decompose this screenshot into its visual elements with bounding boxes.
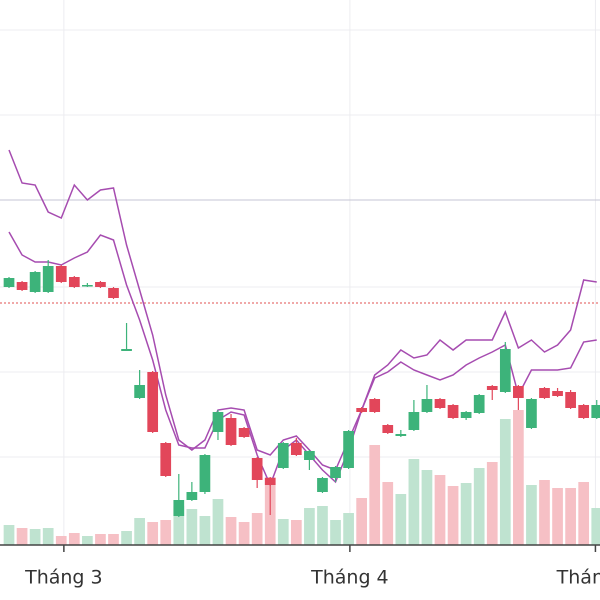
- candle-body: [552, 391, 563, 396]
- volume-bar: [68, 533, 80, 545]
- candle-body: [121, 349, 132, 351]
- candle-body: [447, 405, 459, 418]
- candle-body: [408, 412, 420, 430]
- candle-body: [212, 412, 224, 432]
- volume-bar: [277, 519, 289, 545]
- candle-body: [539, 388, 550, 398]
- candle-body: [160, 443, 172, 476]
- candle-body: [251, 458, 263, 480]
- volume-bar: [147, 522, 159, 545]
- volume-bar: [382, 482, 394, 545]
- volume-bar: [95, 534, 106, 545]
- candle-body: [95, 282, 106, 287]
- candle-body: [421, 399, 433, 412]
- volume-bar: [251, 513, 263, 545]
- volume-bar: [225, 517, 237, 545]
- volume-bar: [82, 536, 93, 545]
- candle-body: [147, 372, 159, 432]
- volume-bar: [552, 488, 563, 545]
- volume-bar: [238, 522, 250, 545]
- volume-bar: [343, 513, 354, 545]
- candle-body: [264, 478, 276, 485]
- candle-body: [356, 408, 368, 412]
- volume-bar: [330, 520, 341, 545]
- volume-bar: [29, 529, 41, 545]
- candle-body: [42, 266, 54, 292]
- candle-body: [330, 467, 341, 478]
- candle-body: [526, 399, 537, 428]
- candle-body: [3, 278, 15, 287]
- volume-bar: [42, 528, 54, 545]
- volume-bar: [486, 462, 498, 545]
- volume-bar: [199, 516, 211, 545]
- volume-bar: [108, 534, 119, 545]
- volume-bar: [121, 531, 132, 545]
- volume-bar: [212, 499, 224, 545]
- candle-body: [186, 492, 198, 500]
- candle-body: [134, 385, 145, 398]
- candle-body: [55, 266, 67, 282]
- candle-body: [513, 386, 524, 398]
- candle-body: [68, 277, 80, 287]
- volume-bar: [317, 506, 328, 545]
- candle-body: [565, 392, 576, 408]
- band-line: [8, 149, 597, 471]
- candle-body: [343, 431, 354, 468]
- volume-bar: [3, 525, 15, 545]
- volume-bar: [369, 445, 381, 545]
- volume-bar: [134, 518, 145, 545]
- candle-body: [591, 405, 600, 418]
- volume-bar: [526, 485, 537, 545]
- volume-bar: [447, 486, 459, 545]
- candle-body: [29, 272, 41, 292]
- volume-bar: [304, 508, 315, 545]
- candle-body: [317, 478, 328, 492]
- candle-body: [499, 349, 511, 392]
- volume-bar: [513, 410, 524, 545]
- band-line: [8, 231, 597, 488]
- volume-bar: [591, 508, 600, 545]
- candle-body: [460, 412, 472, 418]
- volume-bar: [356, 498, 368, 545]
- volume-bar: [160, 520, 172, 545]
- volume-bar: [460, 483, 472, 545]
- candle-body: [395, 434, 407, 436]
- volume-bar: [565, 488, 576, 545]
- candle-body: [173, 500, 185, 516]
- candle-body: [225, 418, 237, 445]
- volume-bar: [408, 459, 420, 545]
- candle-body: [199, 455, 211, 492]
- volume-bar: [578, 482, 590, 545]
- volume-bar: [290, 520, 302, 545]
- x-tick-label: Tháng 3: [24, 567, 103, 589]
- candle-body: [486, 386, 498, 390]
- volume-bar: [473, 468, 485, 545]
- candle-body: [277, 443, 289, 468]
- volume-bar: [539, 480, 550, 545]
- volume-bar: [55, 536, 67, 545]
- candle-body: [108, 288, 119, 298]
- candle-body: [578, 405, 590, 418]
- candle-body: [290, 443, 302, 455]
- volume-bar: [395, 494, 407, 545]
- candle-body: [82, 285, 93, 287]
- candle-body: [238, 428, 250, 437]
- candle-body: [369, 399, 381, 412]
- volume-bar: [16, 528, 28, 545]
- volume-bar: [434, 475, 446, 545]
- volume-bar: [186, 509, 198, 545]
- candle-body: [16, 282, 28, 290]
- x-tick-label: Tháng 4: [310, 567, 389, 589]
- x-tick-label: Tháng 5: [556, 567, 600, 589]
- volume-bar: [499, 419, 511, 545]
- candle-body: [434, 399, 446, 408]
- volume-bar: [421, 470, 433, 545]
- candle-body: [382, 425, 394, 433]
- candle-body: [304, 451, 315, 460]
- volume-bar: [173, 506, 185, 545]
- candle-body: [473, 395, 485, 413]
